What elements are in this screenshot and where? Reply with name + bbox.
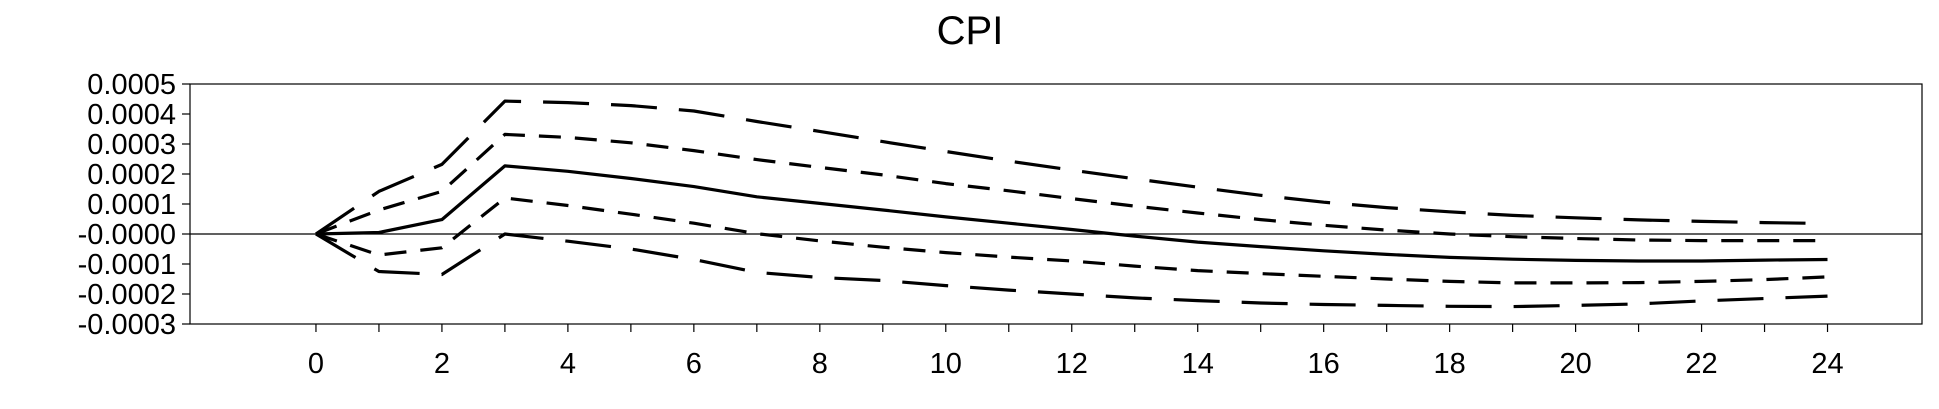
chart-title: CPI xyxy=(937,9,1004,53)
x-tick-label: 12 xyxy=(1056,348,1088,380)
x-tick-label: 10 xyxy=(930,348,962,380)
series-line-0 xyxy=(315,164,1828,263)
y-tick-label: 0.0001 xyxy=(87,189,176,221)
x-tick-label: 8 xyxy=(812,348,828,380)
x-tick-label: 14 xyxy=(1182,348,1214,380)
x-tick-label: 16 xyxy=(1308,348,1340,380)
x-tick-label: 4 xyxy=(560,348,576,380)
axes-layer: 0.00050.00040.00030.00020.0001-0.0000-0.… xyxy=(78,69,1922,380)
x-tick-label: 6 xyxy=(686,348,702,380)
y-tick-label: 0.0004 xyxy=(87,99,176,131)
y-tick-label: -0.0000 xyxy=(78,219,176,251)
x-tick-label: 0 xyxy=(308,348,324,380)
series-line-3 xyxy=(315,99,1828,236)
y-tick-label: -0.0002 xyxy=(78,279,176,311)
y-tick-label: 0.0005 xyxy=(87,69,176,101)
x-tick-label: 18 xyxy=(1434,348,1466,380)
y-tick-label: -0.0003 xyxy=(78,309,176,341)
series-line-1 xyxy=(315,132,1828,243)
series-layer xyxy=(315,99,1828,309)
y-tick-label: 0.0003 xyxy=(87,129,176,161)
series-line-4 xyxy=(315,232,1828,309)
x-tick-label: 24 xyxy=(1811,348,1843,380)
series-line-2 xyxy=(315,196,1828,285)
plot-frame xyxy=(189,83,1923,325)
x-tick-label: 22 xyxy=(1685,348,1717,380)
y-tick-label: 0.0002 xyxy=(87,159,176,191)
x-tick-label: 20 xyxy=(1559,348,1591,380)
y-tick-label: -0.0001 xyxy=(78,249,176,281)
x-tick-label: 2 xyxy=(434,348,450,380)
